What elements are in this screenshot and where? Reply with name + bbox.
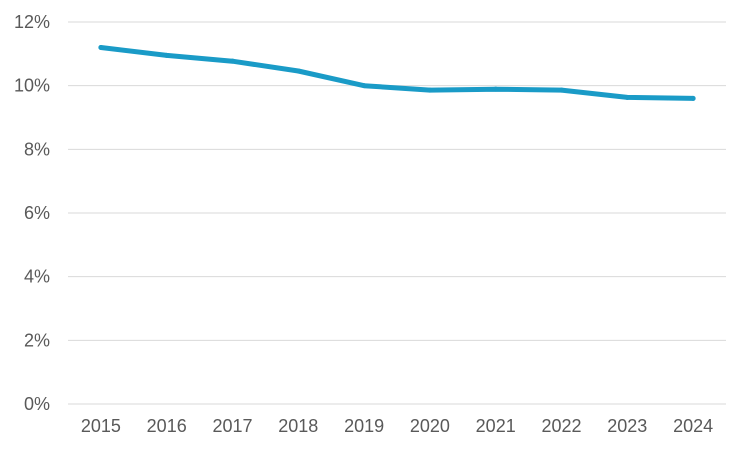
y-tick-label: 4% (24, 267, 50, 287)
x-tick-label: 2023 (607, 416, 647, 436)
data-point (230, 58, 235, 64)
x-tick-label: 2021 (476, 416, 516, 436)
x-tick-label: 2024 (673, 416, 713, 436)
y-axis-tick-labels: 0% 2% 4% 6% 8% 10% 12% (14, 12, 50, 414)
data-point (624, 94, 630, 100)
x-tick-label: 2016 (147, 416, 187, 436)
data-point (493, 86, 499, 92)
data-point (559, 87, 564, 93)
y-tick-label: 0% (24, 394, 50, 414)
x-tick-label: 2017 (212, 416, 252, 436)
x-tick-label: 2022 (541, 416, 581, 436)
y-tick-label: 8% (24, 139, 50, 159)
gridlines (68, 21, 726, 405)
x-tick-label: 2019 (344, 416, 384, 436)
x-tick-label: 2020 (410, 416, 450, 436)
x-axis-tick-labels: 2015 2016 2017 2018 2019 2020 2021 2022 2023 2024 (81, 416, 713, 436)
series-layer (98, 44, 696, 101)
y-tick-label: 2% (24, 330, 50, 350)
data-point (295, 68, 301, 74)
data-point (98, 44, 104, 50)
x-tick-label: 2015 (81, 416, 121, 436)
y-tick-label: 10% (14, 76, 50, 96)
data-point (164, 52, 170, 58)
x-tick-label: 2018 (278, 416, 318, 436)
series-line (98, 45, 696, 101)
data-point (427, 87, 433, 93)
y-tick-label: 12% (14, 12, 50, 32)
data-point (361, 83, 367, 89)
data-point (690, 95, 696, 101)
y-tick-label: 6% (24, 203, 50, 223)
